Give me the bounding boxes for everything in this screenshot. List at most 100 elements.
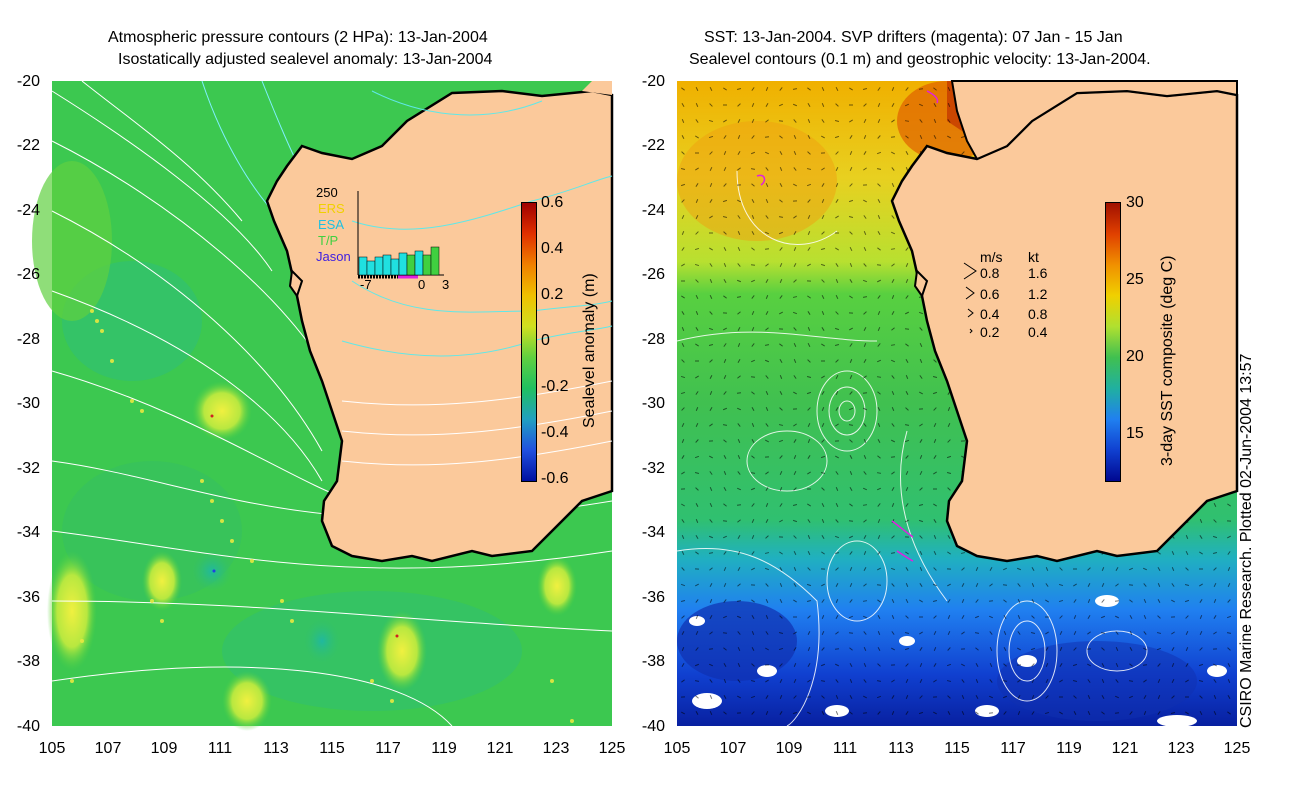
velocity-arrow [849, 150, 853, 156]
velocity-arrow [848, 199, 854, 203]
velocity-arrow [891, 311, 895, 315]
right-lat-tick: -24 [641, 202, 665, 219]
velocity-arrow [905, 678, 909, 684]
velocity-arrow [821, 710, 825, 716]
velocity-arrow [793, 279, 797, 283]
velocity-arrow [932, 376, 938, 378]
velocity-arrow [1213, 567, 1217, 571]
velocity-arrow [849, 343, 853, 347]
velocity-arrow [835, 294, 839, 300]
velocity-arrow [751, 663, 755, 667]
velocity-arrow [723, 119, 727, 123]
velocity-arrow [1143, 710, 1147, 716]
velocity-arrow [779, 694, 783, 700]
velocity-arrow [807, 263, 811, 267]
velocity-arrow [821, 135, 825, 139]
velocity-arrow [821, 422, 825, 428]
velocity-arrow [933, 87, 937, 91]
velocity-arrow [1002, 680, 1008, 682]
velocity-arrow [862, 279, 868, 283]
velocity-arrow [792, 519, 798, 523]
velocity-arrow [792, 311, 798, 315]
velocity-arrow [1198, 680, 1204, 682]
velocity-arrow [807, 455, 811, 459]
velocity-arrow [765, 502, 769, 508]
velocity-arrow [792, 88, 798, 90]
velocity-arrow [1072, 680, 1078, 682]
velocity-arrow [695, 198, 699, 204]
velocity-arrow [821, 183, 825, 187]
velocity-arrow [681, 151, 685, 155]
velocity-arrow [695, 391, 699, 395]
velocity-arrow [933, 471, 937, 475]
velocity-arrow [806, 583, 812, 587]
velocity-arrow [933, 615, 937, 619]
velocity-arrow [709, 710, 713, 716]
velocity-arrow [723, 246, 727, 252]
velocity-arrow [1129, 663, 1133, 667]
velocity-arrow [961, 694, 965, 700]
velocity-arrow [709, 583, 713, 587]
velocity-arrow [793, 246, 797, 252]
velocity-arrow [862, 695, 868, 699]
velocity-arrow [821, 614, 825, 620]
velocity-arrow [1073, 614, 1077, 620]
velocity-arrow [849, 711, 853, 715]
velocity-arrow [1184, 583, 1190, 587]
velocity-arrow [695, 231, 699, 235]
velocity-arrow [989, 567, 993, 571]
velocity-arrow [723, 599, 727, 603]
velocity-arrow [1017, 679, 1021, 683]
velocity-arrow [709, 199, 713, 203]
velocity-arrow [793, 678, 797, 684]
velocity-arrow [1128, 567, 1134, 571]
velocity-arrow [681, 471, 685, 475]
velocity-arrow [834, 535, 840, 539]
velocity-arrow [876, 168, 882, 170]
velocity-arrow [1143, 631, 1147, 635]
velocity-arrow [751, 518, 755, 524]
velocity-arrow [723, 551, 727, 555]
velocity-arrow [793, 535, 797, 539]
velocity-arrow [1073, 647, 1077, 651]
velocity-arrow [821, 119, 825, 123]
velocity-arrow [919, 599, 923, 603]
velocity-arrow [877, 630, 881, 636]
velocity-arrow [918, 711, 924, 715]
velocity-arrow [737, 151, 741, 155]
velocity-arrow [863, 631, 867, 635]
velocity-arrow [877, 247, 881, 251]
velocity-arrow [863, 326, 867, 332]
velocity-arrow [681, 87, 685, 91]
velocity-arrow [1213, 710, 1217, 716]
velocity-arrow [849, 166, 853, 172]
velocity-arrow [765, 198, 769, 204]
velocity-arrow [947, 599, 951, 603]
velocity-arrow [779, 359, 783, 363]
velocity-arrow [709, 182, 713, 188]
velocity-arrow [933, 534, 937, 540]
velocity-arrow [779, 135, 783, 139]
left-cbar-tick-neg0.2: -0.2 [541, 378, 569, 395]
velocity-arrow [919, 327, 923, 331]
velocity-arrow [974, 615, 980, 619]
velocity-arrow [722, 535, 728, 539]
velocity-arrow [919, 375, 923, 379]
inset-legend-esa: ESA [318, 217, 345, 232]
velocity-arrow [1199, 551, 1203, 555]
velocity-arrow [1129, 711, 1133, 715]
velocity-arrow [723, 262, 727, 268]
velocity-arrow [835, 502, 839, 508]
velocity-arrow [1059, 663, 1063, 667]
velocity-arrow [681, 118, 685, 124]
velocity-arrow [751, 87, 755, 91]
velocity-arrow [737, 423, 741, 427]
velocity-arrow [877, 118, 881, 124]
velocity-arrow [947, 614, 951, 620]
velocity-arrow [681, 550, 685, 556]
velocity-arrow [793, 631, 797, 635]
left-cbar-tick-neg0.6: -0.6 [541, 470, 569, 487]
velocity-legend: m/s kt 0.8 1.6 0.6 1.2 0.4 0.8 0.2 0.4 [962, 249, 1072, 344]
velocity-arrow [932, 583, 938, 587]
velocity-arrow [890, 439, 896, 443]
